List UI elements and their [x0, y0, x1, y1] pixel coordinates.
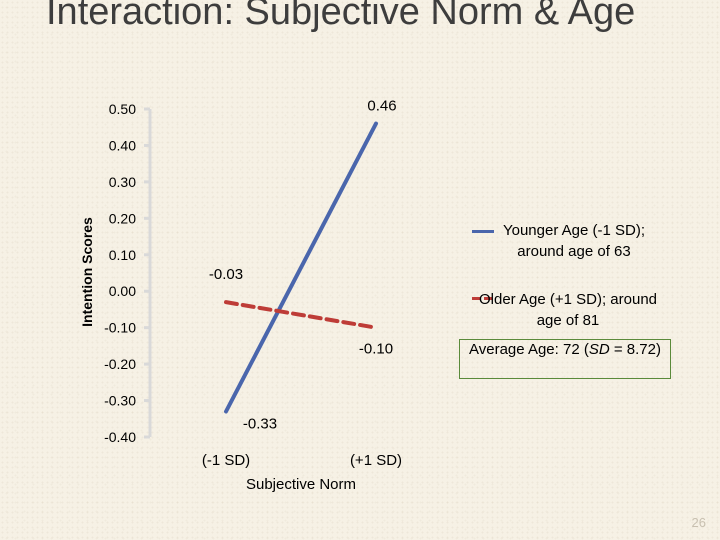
y-tick-label: 0.50 [109, 101, 136, 117]
note-sd: SD [588, 341, 610, 358]
data-label: -0.33 [243, 415, 277, 432]
y-tick-label: 0.00 [109, 283, 136, 299]
y-tick-label: -0.30 [104, 393, 136, 409]
legend-swatch-older [472, 297, 494, 300]
page-number: 26 [691, 515, 706, 530]
data-labels: -0.33 0.46 -0.03 -0.10 [209, 98, 397, 433]
y-tick-label: 0.40 [109, 137, 136, 153]
legend-label-younger: Younger Age (-1 SD); around age of 63 [502, 222, 646, 260]
series-lines [224, 121, 378, 414]
data-label: -0.10 [359, 341, 393, 358]
legend-swatch-younger [472, 230, 494, 233]
y-axis: 0.50 0.40 0.30 0.20 0.10 0.00 -0.10 -0.20 -0.30 -… [79, 101, 152, 445]
y-axis-title: Intention Scores [79, 217, 95, 327]
data-label: 0.46 [367, 98, 396, 115]
x-axis: (-1 SD) (+1 SD) Subjective Norm [202, 452, 402, 493]
y-tick-label: 0.30 [109, 174, 136, 190]
y-tick-label: 0.20 [109, 210, 136, 226]
x-category-label: (-1 SD) [202, 452, 250, 469]
average-age-note: Average Age: 72 (SD = 8.72) [459, 339, 671, 379]
series-line-younger [224, 121, 378, 414]
data-label: -0.03 [209, 266, 243, 283]
note-suffix: = 8.72) [609, 341, 661, 358]
y-tick-label: -0.40 [104, 429, 136, 445]
note-prefix: Average Age: 72 ( [469, 341, 589, 358]
series-line-older [224, 300, 378, 330]
slide-title: Interaction: Subjective Norm & Age [46, 0, 636, 33]
y-tick-label: 0.10 [109, 247, 136, 263]
y-tick-label: -0.10 [104, 320, 136, 336]
y-tick-label: -0.20 [104, 356, 136, 372]
x-axis-title: Subjective Norm [246, 476, 356, 493]
x-category-label: (+1 SD) [350, 452, 402, 469]
legend-label-older: Older Age (+1 SD); around age of 81 [478, 291, 657, 329]
